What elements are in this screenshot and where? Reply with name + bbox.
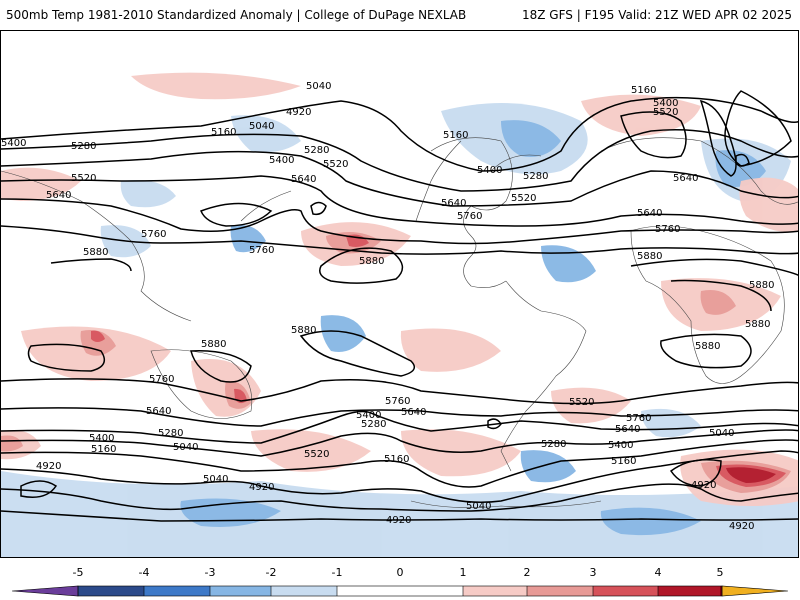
colorbar-tick: -4: [138, 566, 150, 579]
colorbar: -5 -4 -3 -2 -1 0 1 2 3 4 5: [0, 566, 800, 600]
contour-label: 5400: [269, 155, 294, 166]
colorbar-segment: [144, 586, 210, 596]
contour-labels: 5400 5280 5520 5640 5760 5880 5040 4920 …: [1, 81, 774, 532]
contour-label: 4920: [729, 521, 754, 532]
contour-label: 5160: [211, 127, 236, 138]
contour-label: 5640: [441, 198, 466, 209]
colorbar-segment: [12, 586, 78, 596]
contour-label: 5400: [1, 138, 26, 149]
contour-label: 5400: [608, 440, 633, 451]
colorbar-segment: [271, 586, 337, 596]
map-panel: 5400 5280 5520 5640 5760 5880 5040 4920 …: [0, 30, 799, 558]
contour-label: 5640: [146, 406, 171, 417]
contour-label: 5280: [361, 419, 386, 430]
colorbar-tick: 5: [716, 566, 724, 579]
contour-label: 5520: [511, 193, 536, 204]
contour-label: 5640: [637, 208, 662, 219]
contour-label: 5520: [304, 449, 329, 460]
contour-label: 5760: [655, 224, 680, 235]
colorbar-tick: -2: [265, 566, 277, 579]
contour-label: 5880: [749, 280, 774, 291]
colorbar-segment: [527, 586, 593, 596]
contour-label: 5520: [569, 397, 594, 408]
contour-label: 4920: [286, 107, 311, 118]
colorbar-tick: 1: [459, 566, 467, 579]
contour-label: 5400: [653, 98, 678, 109]
contour-label: 5640: [46, 190, 71, 201]
colorbar-tick: -3: [204, 566, 216, 579]
model-run-info: 18Z GFS | F195 Valid: 21Z WED APR 02 202…: [521, 8, 792, 22]
contour-label: 5040: [709, 428, 734, 439]
contour-label: 5880: [83, 247, 108, 258]
header: 500mb Temp 1981-2010 Standardized Anomal…: [0, 0, 800, 30]
anomaly-map: 5400 5280 5520 5640 5760 5880 5040 4920 …: [1, 72, 798, 557]
contour-label: 5160: [384, 454, 409, 465]
contour-label: 4920: [691, 480, 716, 491]
colorbar-tick: 3: [589, 566, 597, 579]
colorbar-strip: [11, 585, 789, 597]
colorbar-tick: -5: [72, 566, 84, 579]
contour-label: 5760: [249, 245, 274, 256]
colorbar-segment: [210, 586, 271, 596]
colorbar-segment: [593, 586, 658, 596]
contour-label: 5640: [615, 424, 640, 435]
contour-label: 5280: [304, 145, 329, 156]
contour-label: 5880: [201, 339, 226, 350]
contour-label: 5640: [673, 173, 698, 184]
contour-label: 5880: [291, 325, 316, 336]
colorbar-tick: 4: [654, 566, 662, 579]
contour-label: 5160: [611, 456, 636, 467]
colorbar-segment: [337, 586, 463, 596]
warm-anomaly-shading: [1, 72, 798, 506]
contour-label: 5760: [149, 374, 174, 385]
contour-label: 5160: [443, 130, 468, 141]
colorbar-segment: [658, 586, 720, 596]
contour-label: 5400: [356, 410, 381, 421]
contour-label: 5040: [173, 442, 198, 453]
contour-label: 5760: [141, 229, 166, 240]
contour-label: 5400: [477, 165, 502, 176]
contour-label: 5160: [91, 444, 116, 455]
contour-label: 5400: [89, 433, 114, 444]
contour-label: 5640: [401, 407, 426, 418]
contour-label: 5280: [523, 171, 548, 182]
contour-label: 5160: [631, 85, 656, 96]
colorbar-tick: 0: [396, 566, 404, 579]
colorbar-tick: -1: [331, 566, 343, 579]
contour-label: 5040: [249, 121, 274, 132]
contour-label: 5760: [385, 396, 410, 407]
colorbar-segment: [78, 586, 144, 596]
colorbar-segment: [720, 586, 722, 596]
contour-label: 5520: [323, 159, 348, 170]
height-contours: [1, 90, 798, 522]
colorbar-segment: [722, 586, 788, 596]
contour-label: 5520: [653, 107, 678, 118]
colorbar-segment: [463, 586, 527, 596]
contour-label: 5280: [158, 428, 183, 439]
contour-label: 4920: [386, 515, 411, 526]
contour-label: 5880: [745, 319, 770, 330]
contour-label: 5640: [291, 174, 316, 185]
colorbar-tick-labels: -5 -4 -3 -2 -1 0 1 2 3 4 5: [0, 566, 800, 582]
contour-label: 5040: [203, 474, 228, 485]
coastlines: [1, 137, 798, 508]
map-title: 500mb Temp 1981-2010 Standardized Anomal…: [6, 8, 467, 22]
contour-label: 4920: [249, 482, 274, 493]
contour-label: 5280: [541, 439, 566, 450]
contour-label: 5280: [71, 141, 96, 152]
contour-label: 4920: [36, 461, 61, 472]
contour-label: 5760: [457, 211, 482, 222]
contour-label: 5760: [626, 413, 651, 424]
cold-anomaly-shading: [1, 103, 798, 557]
contour-label: 5040: [466, 501, 491, 512]
contour-label: 5880: [359, 256, 384, 267]
contour-label: 5880: [637, 251, 662, 262]
colorbar-tick: 2: [523, 566, 531, 579]
contour-label: 5520: [71, 173, 96, 184]
contour-label: 5880: [695, 341, 720, 352]
contour-label: 5040: [306, 81, 331, 92]
